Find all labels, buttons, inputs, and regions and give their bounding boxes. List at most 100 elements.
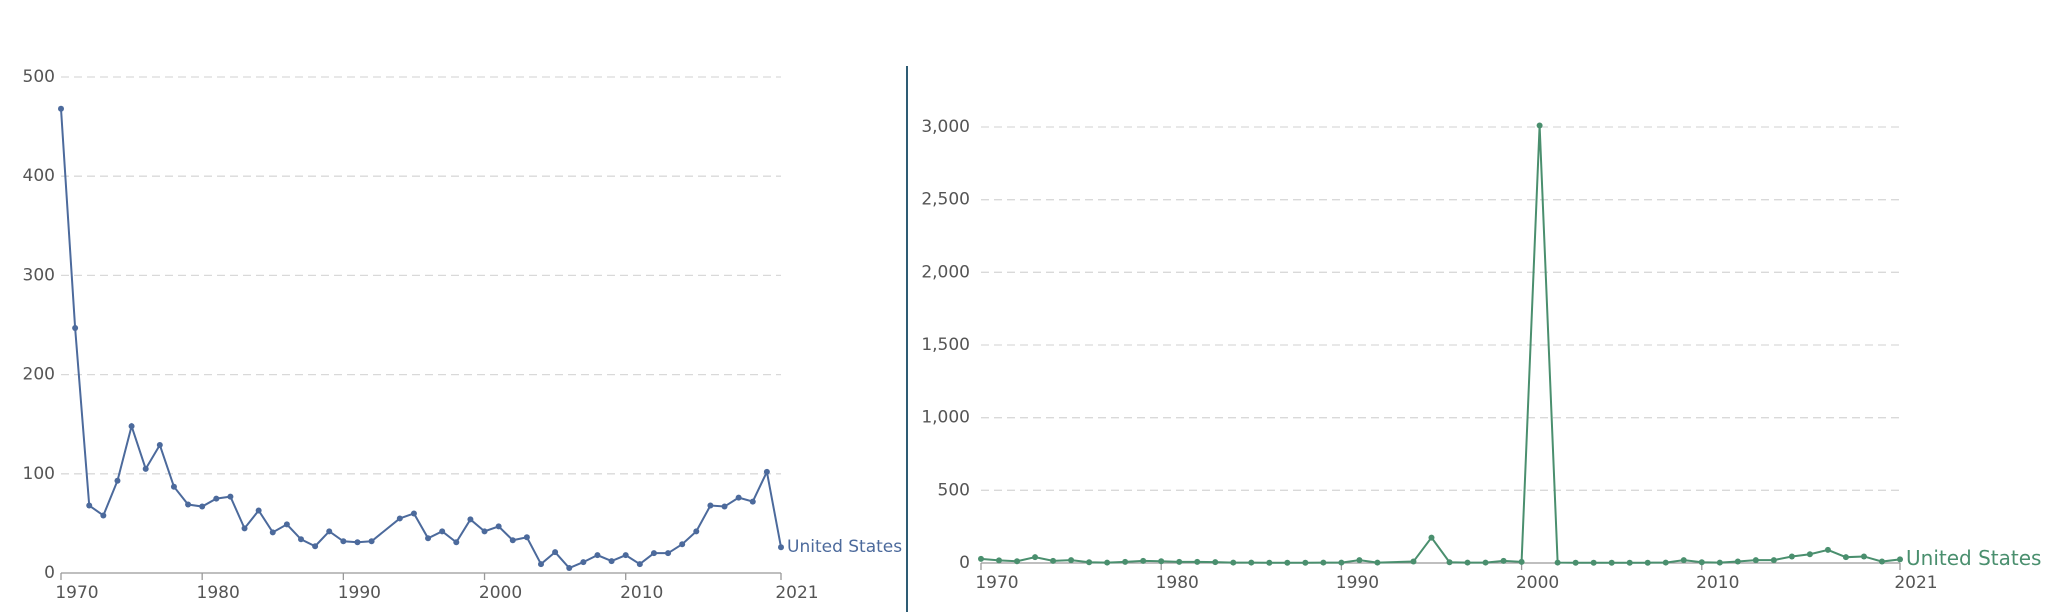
data-point [1806,551,1813,558]
data-point [1554,559,1561,566]
data-point [594,552,601,559]
data-point [650,550,657,557]
data-point [1860,553,1867,560]
data-point [552,549,559,556]
data-point [1284,559,1291,566]
data-point [622,552,629,559]
data-point [312,543,319,550]
x-tick-label: 1970 [55,583,98,603]
data-point [298,536,304,543]
data-point [693,528,700,535]
data-point [1266,559,1273,566]
x-tick-label: 2021 [1894,573,1937,593]
data-point [156,442,163,449]
data-point [368,538,375,545]
data-point [1878,558,1885,565]
data-point [58,105,64,112]
data-point [227,493,234,500]
data-point [538,561,544,568]
data-point [142,465,149,472]
data-point [1446,559,1453,566]
data-point [1428,534,1435,541]
data-point [396,515,403,522]
data-point [283,521,290,528]
data-point [1626,559,1633,566]
data-point [523,534,530,541]
data-point [1680,557,1687,564]
data-point [1014,558,1021,565]
data-point [495,523,502,530]
data-point [749,498,756,505]
data-point [1176,558,1183,565]
data-point [1824,546,1831,553]
y-tick-label: 1,500 [921,335,970,355]
data-point [1410,558,1417,565]
data-point [778,544,784,551]
data-point [1716,559,1723,566]
data-point [439,528,446,535]
data-point [467,516,474,523]
data-point [1770,557,1777,564]
data-point [1536,122,1543,129]
data-point [735,494,742,501]
y-tick-label: 2,000 [921,262,970,282]
data-point [170,483,177,490]
x-tick-label: 2010 [1696,573,1739,593]
data-point [1572,559,1579,566]
data-point [1518,558,1525,565]
data-point [481,528,488,535]
data-point [763,468,770,475]
data-point [199,503,206,510]
data-point [608,558,615,565]
data-point [114,477,121,484]
data-point [509,537,516,544]
data-point [707,502,714,509]
data-point [1302,559,1309,566]
data-point [1644,559,1651,566]
data-point [1320,559,1327,566]
data-point [1068,557,1075,564]
data-point [679,541,686,548]
series-label: United States [787,537,902,557]
data-point [1230,559,1237,566]
data-point [1194,558,1201,565]
data-point [978,555,984,562]
x-tick-label: 2000 [1516,573,1559,593]
x-tick-label: 1990 [338,583,381,603]
y-tick-label: 0 [44,563,55,583]
data-point [326,528,333,535]
x-tick-label: 2000 [479,583,522,603]
data-point [354,539,361,546]
series-line [980,125,1901,564]
y-tick-label: 2,500 [921,190,970,210]
data-point [269,529,276,536]
data-point [1158,558,1165,565]
data-point [1590,559,1597,566]
data-point [1212,559,1219,566]
data-point [1752,557,1759,564]
data-point [425,535,432,542]
data-point [1842,554,1849,561]
data-point [996,557,1003,564]
data-point [1788,553,1795,560]
data-point [1662,559,1669,566]
data-point [1897,556,1903,563]
data-point [1608,559,1615,566]
data-point [72,324,79,331]
y-tick-label: 400 [23,166,55,186]
y-tick-label: 300 [23,265,55,285]
y-tick-label: 500 [23,67,55,87]
data-point [1338,559,1345,566]
x-tick-label: 1980 [197,583,240,603]
data-point [1734,558,1741,565]
data-point [665,550,672,557]
y-tick-label: 0 [959,553,970,573]
data-point [213,495,220,502]
data-point [566,565,573,572]
data-point [1482,559,1489,566]
y-tick-label: 500 [938,480,970,500]
x-tick-label: 1970 [975,573,1018,593]
data-point [340,538,347,545]
data-point [1698,559,1705,566]
